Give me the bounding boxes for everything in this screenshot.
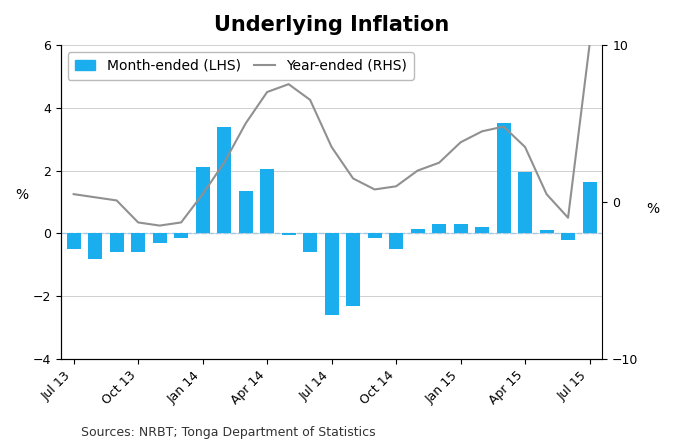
Text: Sources: NRBT; Tonga Department of Statistics: Sources: NRBT; Tonga Department of Stati…: [81, 425, 375, 439]
Bar: [561, 234, 575, 240]
Bar: [410, 229, 425, 234]
Bar: [239, 191, 253, 234]
Bar: [67, 234, 81, 249]
Bar: [582, 182, 596, 234]
Bar: [432, 224, 446, 234]
Y-axis label: %: %: [15, 188, 28, 202]
Bar: [153, 234, 166, 243]
Legend: Month-ended (LHS), Year-ended (RHS): Month-ended (LHS), Year-ended (RHS): [67, 52, 415, 80]
Bar: [195, 168, 210, 234]
Bar: [367, 234, 381, 238]
Bar: [325, 234, 338, 315]
Bar: [518, 172, 532, 234]
Bar: [475, 227, 489, 234]
Bar: [346, 234, 360, 306]
Title: Underlying Inflation: Underlying Inflation: [214, 15, 450, 35]
Bar: [174, 234, 188, 238]
Bar: [454, 224, 468, 234]
Bar: [497, 124, 511, 234]
Bar: [217, 127, 231, 234]
Bar: [282, 234, 296, 235]
Bar: [260, 169, 274, 234]
Y-axis label: %: %: [646, 202, 659, 216]
Bar: [540, 230, 553, 234]
Bar: [88, 234, 102, 259]
Bar: [131, 234, 145, 252]
Bar: [389, 234, 403, 249]
Bar: [303, 234, 317, 252]
Bar: [110, 234, 123, 252]
